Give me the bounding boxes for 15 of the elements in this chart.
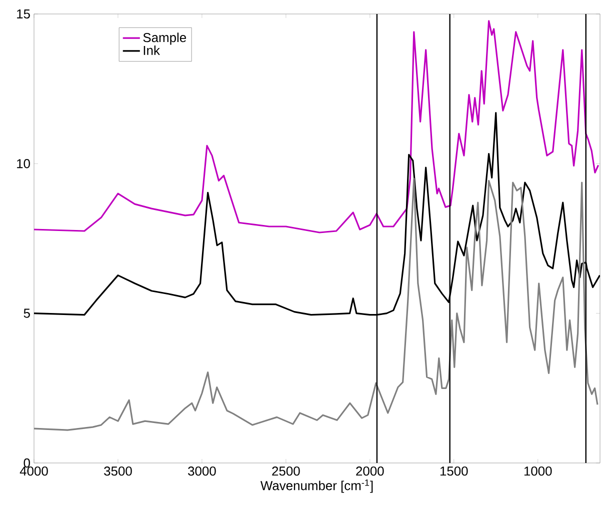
x-tick-label: 1500	[440, 466, 468, 476]
x-axis-title: Wavenumber [cm$^{-1}$]	[260, 480, 373, 493]
y-tick-label: 5	[24, 308, 30, 318]
x-tick-label: 1000	[524, 466, 552, 476]
x-tick-label: 2000	[356, 466, 384, 476]
y-tick-label: 0	[24, 458, 30, 468]
legend-label: Ink	[144, 46, 160, 55]
y-tick-label: 15	[17, 9, 30, 18]
line-series	[34, 20, 600, 234]
x-tick-label: 4000	[20, 466, 48, 476]
x-tick-label: 3500	[104, 466, 132, 476]
y-tick-label: 10	[17, 159, 30, 168]
x-tick-label: 3000	[188, 466, 216, 476]
x-tick-label: 2500	[272, 466, 300, 476]
legend-label: Sample	[143, 32, 186, 45]
